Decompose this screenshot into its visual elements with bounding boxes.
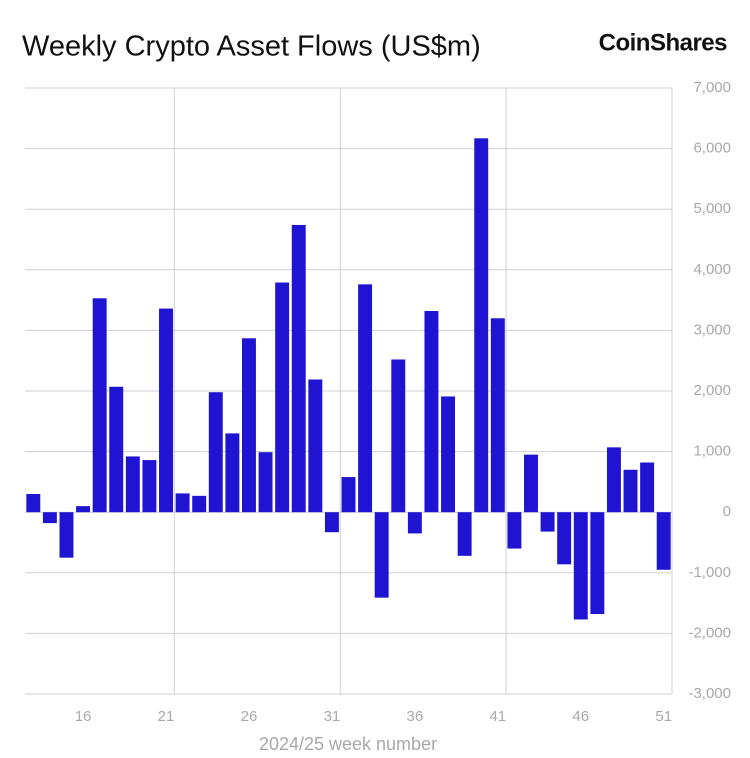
y-tick-label: 3,000	[693, 321, 731, 338]
x-tick-label: 16	[75, 708, 92, 725]
bar	[324, 512, 339, 533]
y-tick-label: 6,000	[693, 140, 731, 157]
bar	[76, 506, 91, 513]
bar	[59, 512, 74, 558]
x-tick-label: 51	[655, 708, 672, 725]
x-tick-label: 26	[241, 708, 258, 725]
chart-title: Weekly Crypto Asset Flows (US$m)	[22, 31, 481, 63]
bar	[92, 298, 107, 513]
bar	[424, 311, 439, 513]
x-tick-label: 31	[324, 708, 341, 725]
y-tick-label: 5,000	[693, 200, 731, 217]
y-tick-label: 4,000	[693, 261, 731, 278]
bar	[524, 454, 538, 513]
bar	[341, 477, 356, 513]
bar	[507, 512, 522, 549]
bar	[358, 284, 373, 513]
bar	[623, 469, 638, 513]
bar	[192, 495, 207, 513]
bar	[606, 447, 621, 513]
bar	[275, 282, 290, 513]
bar	[407, 512, 422, 534]
x-tick-label: 36	[407, 708, 424, 725]
bar	[159, 308, 173, 513]
bar	[109, 386, 124, 513]
bar	[142, 460, 157, 513]
bar	[441, 396, 456, 513]
bar	[42, 512, 57, 524]
bar	[175, 493, 190, 513]
x-tick-label: 21	[158, 708, 175, 725]
y-tick-label: -1,000	[688, 564, 731, 581]
bar	[258, 452, 273, 513]
y-tick-label: -3,000	[688, 685, 731, 702]
bar	[241, 338, 256, 513]
x-tick-label: 46	[572, 708, 589, 725]
y-tick-label: 0	[723, 503, 731, 520]
bar	[125, 456, 140, 513]
bar	[391, 359, 406, 513]
bar	[26, 494, 41, 513]
x-tick-label: 41	[489, 708, 506, 725]
bar	[557, 512, 572, 565]
y-tick-label: -2,000	[688, 624, 731, 641]
bar	[573, 512, 588, 620]
bar	[457, 512, 472, 556]
bar	[374, 512, 389, 598]
bar	[474, 138, 489, 513]
y-tick-label: 7,000	[693, 79, 731, 96]
logo: CoinShares	[599, 29, 728, 56]
bar	[225, 433, 240, 513]
bar	[540, 512, 555, 532]
bar	[208, 392, 223, 513]
bar	[656, 512, 671, 570]
bar	[640, 462, 655, 513]
bar	[291, 224, 306, 513]
y-tick-label: 2,000	[693, 382, 731, 399]
bar	[590, 512, 605, 615]
bar	[308, 379, 323, 513]
y-tick-label: 1,000	[693, 443, 731, 460]
x-axis-label: 2024/25 week number	[259, 734, 437, 754]
bar	[490, 318, 505, 513]
